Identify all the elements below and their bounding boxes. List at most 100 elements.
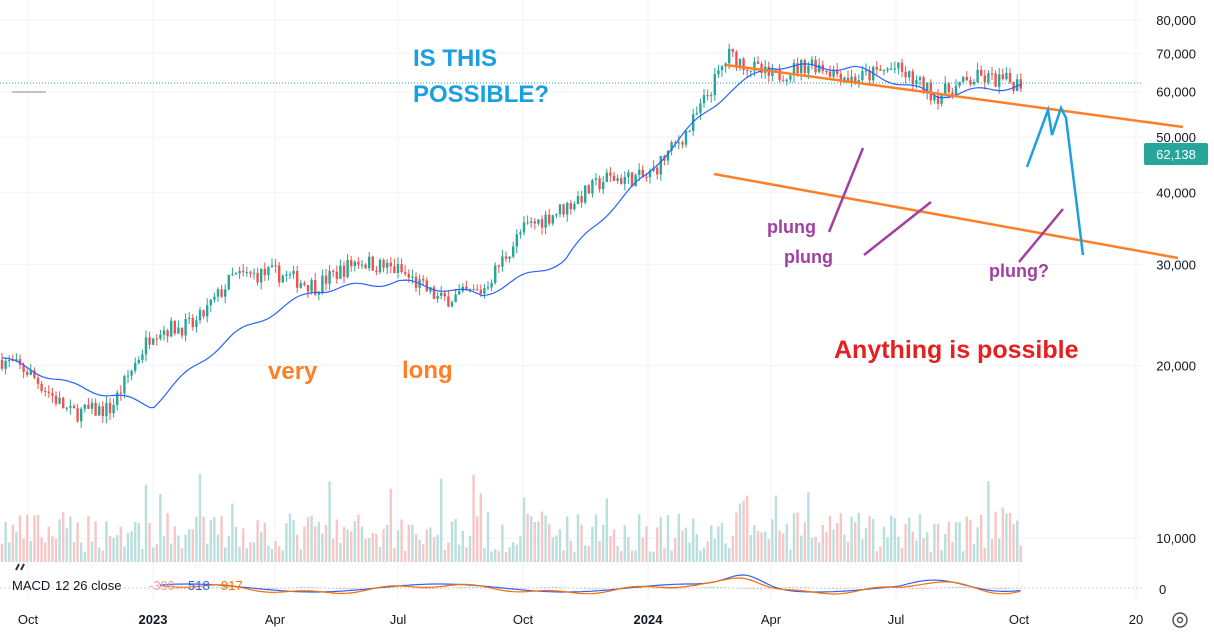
candle-body bbox=[58, 398, 60, 404]
volume-bar bbox=[894, 518, 896, 562]
x-tick-label: Apr bbox=[761, 612, 782, 627]
volume-bar bbox=[116, 535, 118, 562]
volume-bar bbox=[652, 552, 654, 562]
volume-bar bbox=[1, 544, 3, 562]
volume-bar bbox=[483, 548, 485, 562]
candle-body bbox=[375, 271, 377, 272]
volume-bar bbox=[634, 550, 636, 562]
volume-bar bbox=[854, 522, 856, 562]
macd-zero-label: 0 bbox=[1159, 582, 1166, 597]
volume-bar bbox=[40, 537, 42, 562]
volume-bar bbox=[105, 521, 107, 562]
volume-bar bbox=[328, 482, 330, 562]
volume-bar bbox=[757, 531, 759, 562]
candle-body bbox=[188, 318, 190, 319]
candle-body bbox=[660, 156, 662, 174]
y-tick-label: 20,000 bbox=[1156, 358, 1196, 373]
macd-histogram-bar bbox=[911, 588, 913, 589]
volume-bar bbox=[1005, 513, 1007, 562]
x-tick-label: Oct bbox=[513, 612, 534, 627]
macd-histogram-bar bbox=[767, 588, 769, 589]
volume-bar bbox=[739, 504, 741, 562]
candle-body bbox=[915, 80, 917, 84]
macd-histogram-bar bbox=[699, 587, 701, 588]
volume-bar bbox=[350, 531, 352, 562]
macd-histogram-bar bbox=[339, 588, 341, 589]
candle-body bbox=[591, 180, 593, 194]
candle-body bbox=[544, 215, 546, 228]
candle-body bbox=[1005, 73, 1007, 79]
annotation-anything: Anything is possible bbox=[834, 336, 1079, 364]
volume-bar bbox=[249, 542, 251, 562]
macd-histogram-bar bbox=[310, 587, 312, 588]
candle-body bbox=[472, 289, 474, 290]
volume-bar bbox=[505, 552, 507, 562]
candle-body bbox=[364, 265, 366, 269]
volume-bar bbox=[462, 531, 464, 562]
volume-bar bbox=[580, 525, 582, 562]
volume-bar bbox=[66, 528, 68, 562]
x-tick-label: Jul bbox=[888, 612, 905, 627]
volume-bar bbox=[30, 541, 32, 562]
volume-bar bbox=[746, 496, 748, 562]
macd-histogram-bar bbox=[541, 587, 543, 588]
y-tick-label: 80,000 bbox=[1156, 13, 1196, 28]
volume-bar bbox=[562, 550, 564, 562]
volume-bar bbox=[368, 538, 370, 562]
volume-bar bbox=[444, 550, 446, 562]
volume-bar bbox=[404, 551, 406, 562]
candle-body bbox=[213, 297, 215, 300]
candle-body bbox=[577, 196, 579, 204]
volume-bar bbox=[933, 524, 935, 562]
x-tick-label: Oct bbox=[18, 612, 39, 627]
volume-bar bbox=[548, 524, 550, 562]
volume-bar bbox=[724, 543, 726, 562]
volume-bar bbox=[1012, 524, 1014, 562]
macd-histogram-bar bbox=[523, 588, 525, 589]
candle-body bbox=[681, 142, 683, 144]
y-tick-label: 40,000 bbox=[1156, 186, 1196, 201]
volume-bar bbox=[591, 527, 593, 562]
volume-bar bbox=[325, 525, 327, 562]
macd-histogram-bar bbox=[922, 588, 924, 589]
macd-histogram-bar bbox=[721, 587, 723, 588]
candle-body bbox=[357, 262, 359, 265]
volume-bar bbox=[127, 533, 129, 562]
candle-body bbox=[710, 95, 712, 96]
macd-histogram-bar bbox=[807, 587, 809, 588]
candle-body bbox=[562, 204, 564, 214]
candle-body bbox=[876, 67, 878, 69]
volume-bar bbox=[688, 542, 690, 562]
candle-body bbox=[1009, 73, 1011, 82]
volume-bar bbox=[807, 492, 809, 562]
volume-bar bbox=[786, 524, 788, 562]
volume-bar bbox=[714, 539, 716, 562]
volume-bar bbox=[174, 526, 176, 562]
candle-body bbox=[84, 405, 86, 409]
volume-bar bbox=[915, 540, 917, 562]
volume-bar bbox=[710, 526, 712, 562]
volume-bar bbox=[213, 517, 215, 562]
volume-bar bbox=[544, 515, 546, 562]
volume-bar bbox=[170, 544, 172, 562]
volume-bar bbox=[588, 546, 590, 562]
candle-body bbox=[894, 68, 896, 69]
candle-body bbox=[825, 71, 827, 72]
macd-histogram-bar bbox=[929, 588, 931, 589]
volume-bar bbox=[375, 534, 377, 562]
volume-bar bbox=[386, 525, 388, 562]
candle-body bbox=[512, 246, 514, 256]
volume-bar bbox=[717, 526, 719, 562]
macd-histogram-bar bbox=[843, 588, 845, 589]
volume-bar bbox=[361, 527, 363, 562]
candle-body bbox=[609, 173, 611, 176]
candle-body bbox=[757, 62, 759, 64]
volume-bar bbox=[994, 512, 996, 562]
volume-bar bbox=[667, 515, 669, 562]
candle-body bbox=[487, 287, 489, 288]
macd-histogram-bar bbox=[1009, 588, 1011, 589]
volume-bar bbox=[152, 548, 154, 562]
candle-body bbox=[613, 176, 615, 181]
